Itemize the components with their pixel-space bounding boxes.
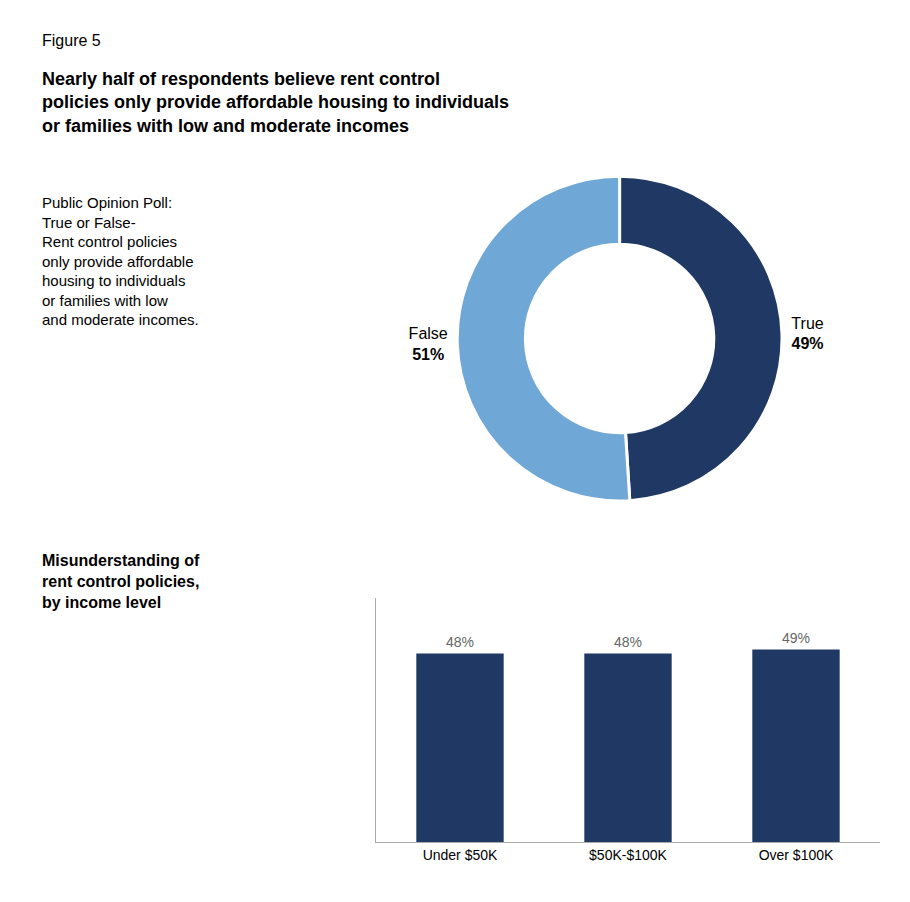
svg-text:49%: 49% <box>782 630 810 646</box>
svg-text:Misunderstanding ofrent contro: Misunderstanding ofrent control policies… <box>42 552 200 611</box>
svg-text:False51%: False51% <box>409 325 448 363</box>
svg-text:$50K-$100K: $50K-$100K <box>589 847 668 863</box>
svg-text:Over $100K: Over $100K <box>759 847 834 863</box>
svg-text:48%: 48% <box>614 634 642 650</box>
svg-text:Public Opinion Poll:True or Fa: Public Opinion Poll:True or False-Rent c… <box>42 194 199 328</box>
svg-text:Under $50K: Under $50K <box>423 847 498 863</box>
svg-text:Nearly half of respondents bel: Nearly half of respondents believe rent … <box>42 69 509 136</box>
svg-text:Figure 5: Figure 5 <box>42 32 101 49</box>
svg-text:48%: 48% <box>446 634 474 650</box>
svg-text:True49%: True49% <box>791 315 823 353</box>
